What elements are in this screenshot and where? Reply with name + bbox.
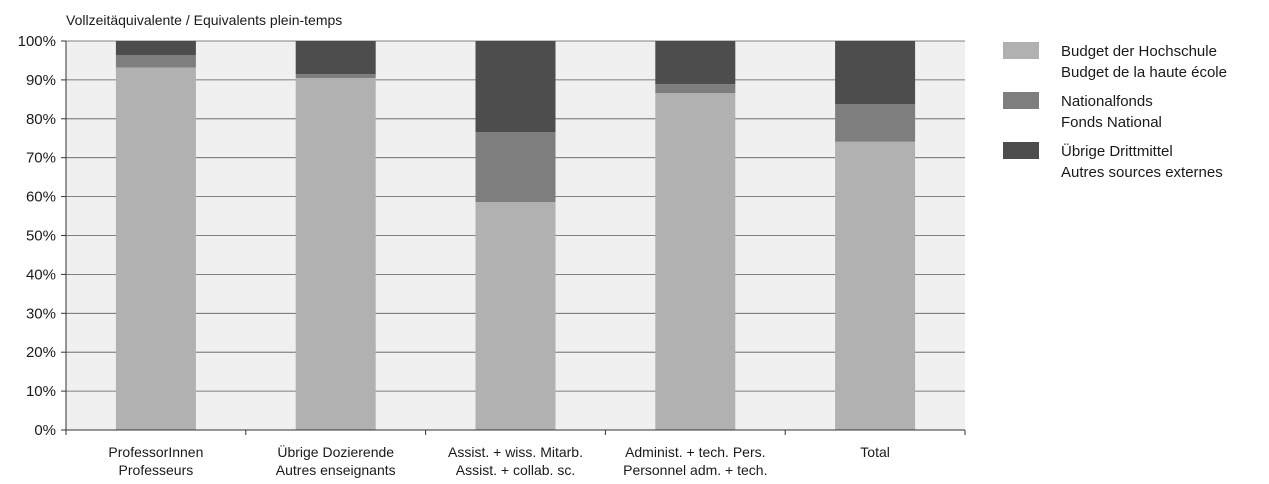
y-tick-label: 60% bbox=[26, 189, 56, 206]
y-tick-label: 70% bbox=[26, 150, 56, 167]
bar-segment-1 bbox=[295, 77, 376, 430]
bar-segment-3 bbox=[835, 41, 916, 105]
bar-segment-3 bbox=[295, 41, 376, 75]
legend-label: Autres sources externes bbox=[1061, 164, 1223, 181]
bar-segment-1 bbox=[835, 141, 916, 430]
legend-swatch bbox=[1003, 42, 1039, 59]
bar-segment-2 bbox=[475, 132, 556, 203]
x-category-label: Total bbox=[860, 444, 890, 460]
bar-segment-1 bbox=[655, 93, 736, 430]
y-tick-label: 30% bbox=[26, 305, 56, 322]
legend-label: Nationalfonds bbox=[1061, 93, 1153, 110]
x-category-label: Administ. + tech. Pers. bbox=[625, 444, 765, 460]
x-category-label: Assist. + collab. sc. bbox=[456, 462, 575, 478]
bar-segment-1 bbox=[475, 202, 556, 430]
y-tick-label: 0% bbox=[34, 422, 56, 439]
y-tick-label: 80% bbox=[26, 111, 56, 128]
legend: Budget der Hochschule Budget de la haute … bbox=[1003, 42, 1227, 181]
legend-label: Budget de la haute école bbox=[1061, 64, 1227, 81]
bar-segment-2 bbox=[115, 55, 196, 68]
x-category-label: Assist. + wiss. Mitarb. bbox=[448, 444, 583, 460]
legend-label: Fonds National bbox=[1061, 114, 1162, 131]
bar-segment-2 bbox=[295, 74, 376, 78]
x-category-label: Personnel adm. + tech. bbox=[623, 462, 767, 478]
y-tick-label: 20% bbox=[26, 344, 56, 361]
bar-segment-2 bbox=[835, 104, 916, 142]
y-tick-label: 90% bbox=[26, 72, 56, 89]
plot-area: 0% 10% 20% 30% 40% 50% 60% 70% 80% 90% 100% Profess… bbox=[18, 33, 966, 478]
y-tick-label: 100% bbox=[18, 33, 56, 50]
x-category-label: ProfessorInnen bbox=[108, 444, 203, 460]
x-category-label: Übrige Dozierende bbox=[277, 443, 394, 460]
legend-label: Budget der Hochschule bbox=[1061, 43, 1217, 60]
x-category-label: Professeurs bbox=[119, 462, 194, 478]
bar-segment-1 bbox=[115, 67, 196, 431]
bar-segment-3 bbox=[115, 41, 196, 56]
y-tick-label: 40% bbox=[26, 266, 56, 283]
legend-swatch bbox=[1003, 92, 1039, 109]
bar-segment-2 bbox=[655, 84, 736, 94]
bar-segment-3 bbox=[475, 41, 556, 133]
legend-swatch bbox=[1003, 142, 1039, 159]
chart-title: Vollzeitäquivalente / Equivalents plein-… bbox=[66, 12, 342, 28]
x-category-label: Autres enseignants bbox=[276, 462, 396, 478]
y-tick-label: 50% bbox=[26, 228, 56, 245]
y-tick-label: 10% bbox=[26, 383, 56, 400]
bar-segment-3 bbox=[655, 41, 736, 85]
legend-label: Übrige Drittmittel bbox=[1061, 142, 1173, 160]
